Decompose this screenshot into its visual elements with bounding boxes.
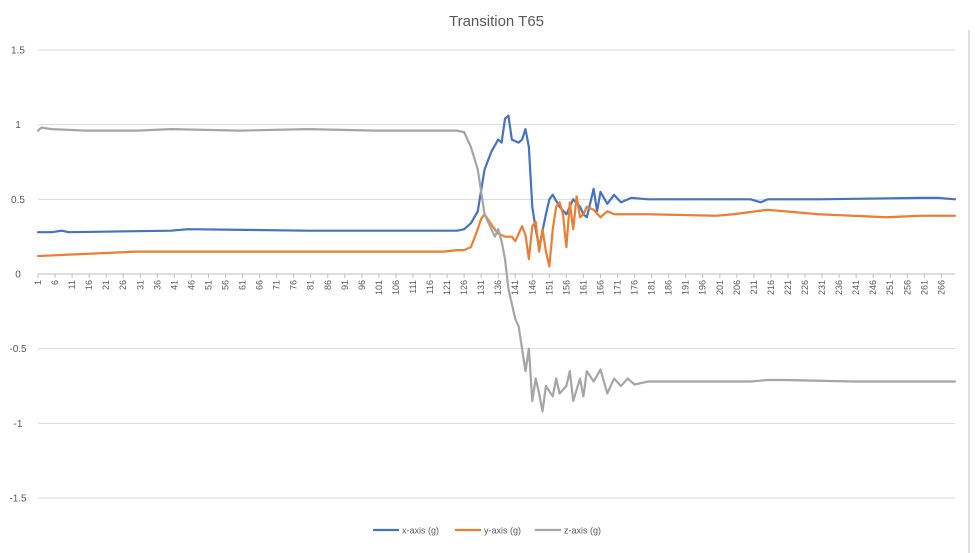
series-lines [36, 114, 957, 413]
legend-label: z-axis (g) [564, 526, 601, 536]
x-tick-label: 91 [340, 280, 350, 290]
y-tick-label: -1.5 [9, 494, 27, 505]
x-tick-label: 36 [152, 280, 162, 290]
x-tick-label: 171 [613, 280, 623, 295]
x-tick-label: 206 [732, 280, 742, 295]
gridlines [38, 49, 955, 499]
series-line-x-axis [36, 114, 957, 249]
x-tick-label: 196 [698, 280, 708, 295]
y-tick-label: 1 [15, 120, 21, 131]
y-tick-label: -0.5 [9, 344, 27, 355]
x-tick-label: 136 [493, 280, 503, 295]
series-line-z-axis [36, 126, 957, 413]
x-tick-label: 16 [84, 280, 94, 290]
x-tick-label: 236 [834, 280, 844, 295]
x-tick-label: 261 [919, 280, 929, 295]
x-tick-label: 86 [323, 280, 333, 290]
x-tick-label: 46 [186, 280, 196, 290]
x-tick-label: 116 [425, 280, 435, 294]
x-tick-label: 246 [868, 280, 878, 295]
x-tick-label: 166 [595, 280, 605, 295]
axes: 1.510.50-0.5-1-1.51 6 11 16 21 26 31 36 41 46 51 56… [9, 46, 955, 505]
x-tick-label: 151 [544, 280, 554, 295]
x-tick-label: 141 [510, 280, 520, 295]
x-tick-label: 51 [203, 280, 213, 290]
x-tick-label: 106 [391, 280, 401, 295]
x-tick-label: 11 [67, 280, 77, 289]
x-tick-label: 96 [357, 280, 367, 290]
chart-title: Transition T65 [449, 13, 544, 30]
x-tick-label: 211 [749, 280, 759, 294]
x-tick-label: 161 [578, 280, 588, 295]
x-tick-label: 26 [118, 280, 128, 290]
x-tick-label: 131 [476, 280, 486, 295]
x-tick-label: 266 [936, 280, 946, 295]
x-tick-label: 216 [766, 280, 776, 295]
x-tick-label: 31 [135, 280, 145, 290]
x-tick-label: 126 [459, 280, 469, 295]
x-tick-label: 156 [561, 280, 571, 295]
x-tick-label: 176 [630, 280, 640, 295]
legend-item: z-axis (g) [535, 526, 601, 536]
x-tick-label: 201 [715, 280, 725, 295]
legend-label: x-axis (g) [402, 526, 439, 536]
x-tick-label: 251 [885, 280, 895, 295]
x-tick-label: 41 [169, 280, 179, 290]
x-tick-label: 181 [647, 280, 657, 295]
x-tick-label: 21 [101, 280, 111, 290]
legend-item: x-axis (g) [373, 526, 439, 536]
x-tick-label: 186 [664, 280, 674, 295]
x-tick-label: 66 [255, 280, 265, 290]
x-tick-label: 241 [851, 280, 861, 295]
y-tick-label: 1.5 [11, 46, 25, 57]
y-tick-label: 0 [15, 270, 21, 281]
x-tick-label: 111 [408, 280, 418, 294]
x-tick-label: 71 [272, 280, 282, 290]
y-tick-label: 0.5 [11, 195, 25, 206]
x-tick-label: 231 [817, 280, 827, 295]
series-line-y-axis [36, 195, 957, 268]
x-tick-label: 256 [902, 280, 912, 295]
x-tick-label: 6 [50, 280, 60, 285]
x-tick-label: 1 [33, 280, 43, 285]
legend-label: y-axis (g) [484, 526, 521, 536]
x-tick-label: 56 [220, 280, 230, 290]
x-tick-label: 146 [527, 280, 537, 295]
legend-item: y-axis (g) [455, 526, 521, 536]
x-tick-label: 81 [306, 280, 316, 290]
x-tick-label: 121 [442, 280, 452, 295]
y-tick-label: -1 [14, 419, 23, 430]
x-tick-label: 76 [289, 280, 299, 290]
x-tick-label: 101 [374, 280, 384, 295]
legend: x-axis (g) y-axis (g) z-axis (g) [373, 526, 601, 536]
x-tick-label: 221 [783, 280, 793, 295]
x-tick-label: 226 [800, 280, 810, 295]
x-tick-label: 191 [681, 280, 691, 295]
x-tick-label: 61 [238, 280, 248, 290]
